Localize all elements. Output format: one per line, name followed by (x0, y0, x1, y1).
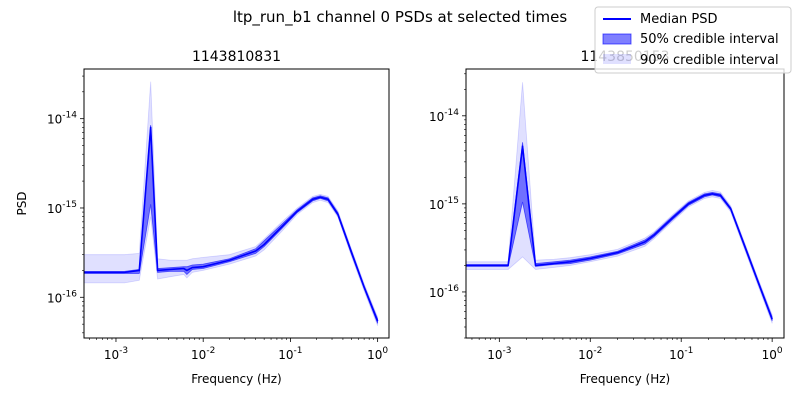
left-panel-title: 1143810831 (192, 49, 281, 65)
legend: Median PSD 50% credible interval 90% cre… (594, 6, 792, 74)
left-x-axis-label: Frequency (Hz) (191, 372, 282, 386)
left-minor-ticks (82, 75, 374, 340)
x-tick-label: 10-1 (669, 346, 693, 362)
x-tick-label: 10-2 (578, 346, 602, 362)
left-plot-area (84, 81, 379, 326)
y-tick-label: 10-15 (47, 200, 77, 216)
right-minor-ticks (464, 73, 769, 340)
legend-ci50-label: 50% credible interval (640, 32, 779, 47)
y-tick-label: 10-16 (429, 284, 459, 300)
x-tick-label: 100 (367, 346, 388, 362)
right-x-axis-label: Frequency (Hz) (580, 372, 671, 386)
x-tick-label: 10-1 (278, 346, 302, 362)
legend-ci90-swatch (603, 54, 631, 64)
x-tick-label: 10-3 (104, 346, 128, 362)
panel-right: 10-310-210-110010-1610-1510-141143850153… (429, 49, 785, 386)
x-tick-label: 10-3 (487, 346, 511, 362)
right-ci50-band (466, 142, 773, 321)
left-y-axis-label: PSD (15, 191, 29, 215)
y-tick-label: 10-16 (47, 289, 77, 305)
left-median-line (84, 126, 379, 322)
panel-left: 10-3 10-2 10-1 100 10-16 10-15 10-14 1143810831… (15, 49, 390, 386)
legend-frame (594, 6, 792, 74)
y-tick-label: 10-14 (47, 111, 77, 127)
x-tick-label: 10-2 (191, 346, 215, 362)
right-median-line (466, 145, 773, 320)
legend-median-label: Median PSD (640, 12, 718, 27)
right-plot-area (466, 82, 773, 324)
y-tick-label: 10-15 (429, 196, 459, 212)
left-axes-frame (83, 68, 390, 339)
x-tick-label: 100 (762, 346, 783, 362)
legend-ci90-label: 90% credible interval (640, 53, 779, 68)
legend-ci50-swatch (602, 33, 632, 45)
left-ci50-band (84, 124, 379, 324)
y-tick-label: 10-14 (429, 108, 459, 124)
figure-suptitle: ltp_run_b1 channel 0 PSDs at selected ti… (233, 8, 568, 27)
